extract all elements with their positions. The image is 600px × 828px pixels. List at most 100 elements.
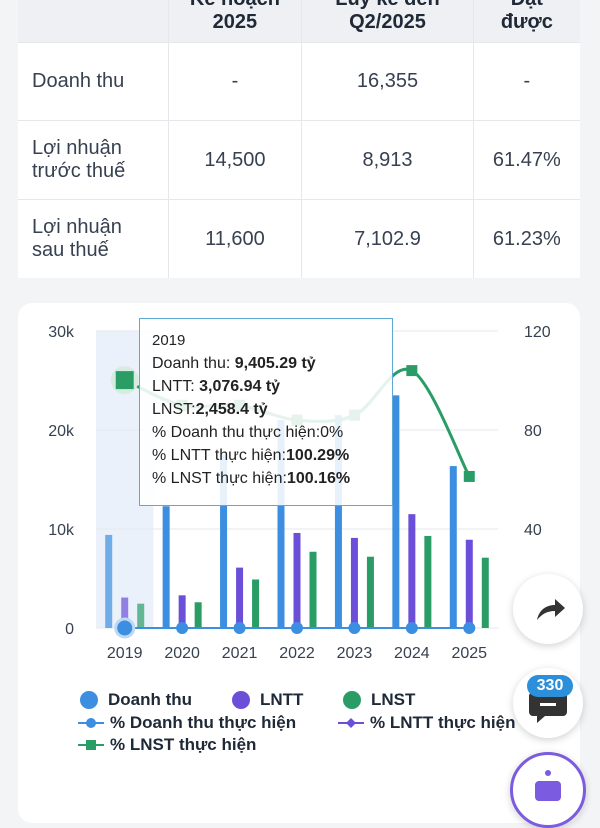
header-line: Đạt [511, 0, 543, 10]
legend-item-lnst[interactable]: LNST [343, 690, 415, 710]
legend-label: % LNTT thực hiện [370, 713, 516, 732]
y-left-tick-label: 10k [48, 522, 75, 539]
bar [309, 551, 317, 628]
tooltip-value: 100.29% [286, 447, 350, 464]
tooltip-label: % LNTT thực hiện: [152, 447, 287, 464]
bar [277, 420, 285, 628]
header-line: 2025 [212, 11, 258, 33]
cell-cumulative: 16,355 [301, 42, 474, 121]
bot-button[interactable] [510, 752, 586, 828]
legend-item-pct-lnst[interactable]: % LNST thực hiện [78, 735, 256, 755]
table-header-row: Kế hoạch2025 Lũy kế đếnQ2/2025 Đạtđược [18, 0, 580, 43]
legend-line-dot-icon [78, 718, 104, 728]
bar [194, 602, 202, 628]
tooltip-pct-lnst: % LNST thực hiện:100.16% [152, 467, 380, 490]
table-header-cumulative: Lũy kế đếnQ2/2025 [301, 0, 474, 43]
x-tick-label: 2019 [107, 645, 143, 662]
cell-achieved: 61.23% [473, 199, 580, 278]
bar [236, 567, 244, 628]
legend-label: % LNST thực hiện [110, 735, 257, 754]
y-left-tick-label: 0 [65, 621, 74, 638]
bar [121, 597, 129, 628]
y-right-tick-label: 40 [524, 522, 542, 539]
y-right-tick-label: 80 [524, 423, 542, 440]
header-line: Kế hoạch [190, 0, 280, 10]
tooltip-label: Doanh thu: [152, 355, 235, 372]
tooltip-label: LNTT: [152, 378, 200, 395]
legend-item-pct-revenue[interactable]: % Doanh thu thực hiện [78, 713, 296, 733]
point-pct-revenue [114, 617, 136, 639]
tooltip-lnst: LNST:2,458.4 tỷ [152, 398, 380, 421]
legend-line-diamond-icon [338, 718, 364, 728]
summary-table: Kế hoạch2025 Lũy kế đếnQ2/2025 Đạtđược D… [18, 0, 580, 278]
bar [449, 466, 457, 628]
header-line: Q2/2025 [349, 11, 426, 33]
cell-plan: - [168, 42, 303, 121]
legend-item-revenue[interactable]: Doanh thu [80, 690, 192, 710]
legend-line-square-icon [78, 740, 104, 750]
bar [392, 395, 400, 628]
tooltip-value: 3,076.94 tỷ [199, 378, 281, 395]
cell-cumulative: 7,102.9 [301, 199, 474, 278]
bar [162, 506, 170, 628]
row-label-line: Lợi nhuận [32, 216, 122, 238]
bar [105, 534, 113, 628]
x-tick-label: 2021 [222, 645, 258, 662]
header-line: Lũy kế đến [335, 0, 439, 10]
tooltip-label: % LNST thực hiện: [152, 470, 287, 487]
cell-achieved: 61.47% [473, 120, 580, 200]
bar [293, 532, 301, 628]
point-pct-revenue [176, 622, 189, 634]
bar [366, 556, 374, 628]
tooltip-revenue: Doanh thu: 9,405.29 tỷ [152, 352, 380, 375]
legend-dot-icon [343, 691, 361, 709]
legend-label: Doanh thu [108, 690, 193, 709]
bar [465, 539, 473, 628]
legend-label: LNTT [260, 690, 304, 709]
x-tick-label: 2025 [451, 645, 487, 662]
share-button[interactable] [513, 574, 583, 644]
y-left-tick-label: 30k [48, 324, 75, 341]
point-pct-revenue [348, 622, 361, 634]
tooltip-pct-lntt: % LNTT thực hiện:100.29% [152, 444, 380, 467]
row-label-line: sau thuế [32, 239, 109, 261]
chat-icon [529, 692, 567, 723]
bar [481, 557, 489, 628]
y-right-tick-label: 120 [524, 324, 551, 341]
cell-cumulative: 8,913 [301, 120, 474, 200]
table-row: Lợi nhuận trước thuế 14,500 8,913 61.47% [18, 120, 580, 200]
point-pct-lnst [115, 371, 134, 390]
table-header-plan: Kế hoạch2025 [168, 0, 303, 43]
point-pct-revenue [463, 622, 476, 634]
legend-item-lntt[interactable]: LNTT [232, 690, 303, 710]
bot-icon [535, 770, 561, 801]
header-line: được [500, 11, 553, 33]
bar [220, 454, 228, 628]
legend-item-pct-lntt[interactable]: % LNTT thực hiện [338, 713, 515, 733]
y-left-tick-label: 20k [48, 423, 75, 440]
point-pct-lnst [406, 365, 418, 377]
bar [137, 603, 145, 628]
tooltip-value: 2,458.4 tỷ [195, 401, 268, 418]
tooltip-pct-revenue: % Doanh thu thực hiện:0% [152, 424, 344, 441]
bar [252, 579, 260, 628]
tooltip-year: 2019 [152, 332, 186, 349]
row-label-line: Lợi nhuận [32, 137, 122, 159]
legend-label: % Doanh thu thực hiện [110, 713, 297, 732]
x-tick-label: 2022 [279, 645, 315, 662]
table-row: Doanh thu - 16,355 - [18, 42, 580, 121]
x-tick-label: 2020 [164, 645, 200, 662]
legend-label: LNST [371, 690, 416, 709]
tooltip-lntt: LNTT: 3,076.94 tỷ [152, 375, 380, 398]
cell-achieved: - [473, 42, 580, 121]
tooltip-value: 9,405.29 tỷ [234, 355, 316, 372]
tooltip-value: 100.16% [286, 470, 351, 487]
point-pct-revenue [405, 622, 418, 634]
bar [350, 537, 358, 628]
point-pct-revenue [233, 622, 246, 634]
table-header-empty [18, 0, 169, 43]
x-tick-label: 2023 [337, 645, 373, 662]
bar [424, 535, 432, 628]
legend-dot-icon [232, 691, 250, 709]
row-label: Lợi nhuận trước thuế [18, 120, 169, 200]
